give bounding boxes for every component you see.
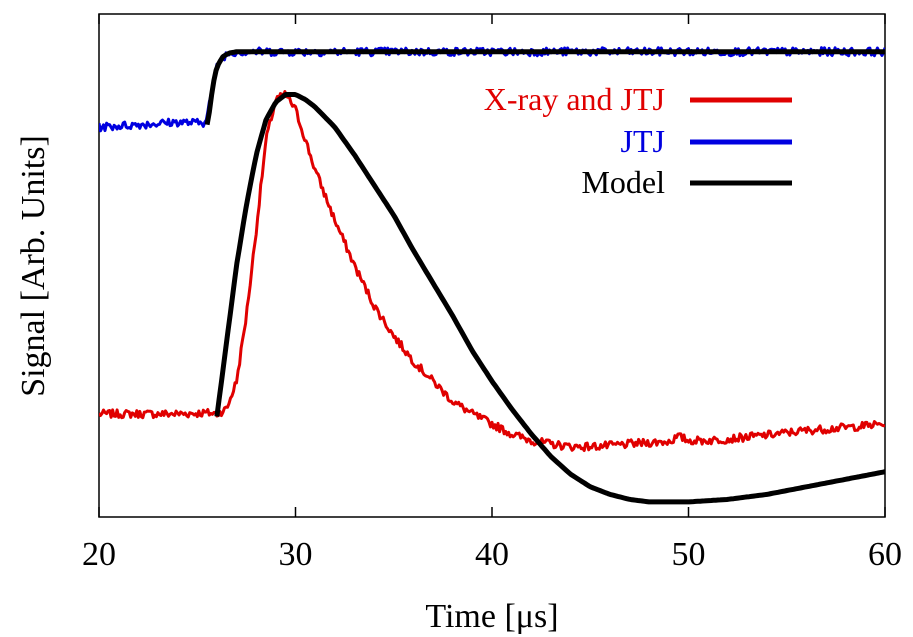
x-axis-ticks: 20 30 40 50 60 [82, 14, 902, 573]
x-tick-label: 60 [868, 536, 902, 573]
y-axis-label: Signal [Arb. Units] [15, 135, 52, 397]
x-tick-label: 30 [279, 536, 313, 573]
legend-label: JTJ [621, 123, 665, 159]
series-layer [99, 46, 885, 505]
legend-label: Model [581, 164, 665, 200]
x-tick-label: 40 [475, 536, 509, 573]
series-line-3 [214, 92, 885, 505]
series-line-2 [204, 49, 885, 126]
legend-label: X-ray and JTJ [484, 81, 665, 117]
legend: X-ray and JTJ JTJ Model [484, 81, 792, 200]
x-tick-label: 20 [82, 536, 116, 573]
x-axis-label: Time [μs] [425, 598, 558, 635]
series-line-0 [99, 90, 885, 452]
x-tick-label: 50 [672, 536, 706, 573]
